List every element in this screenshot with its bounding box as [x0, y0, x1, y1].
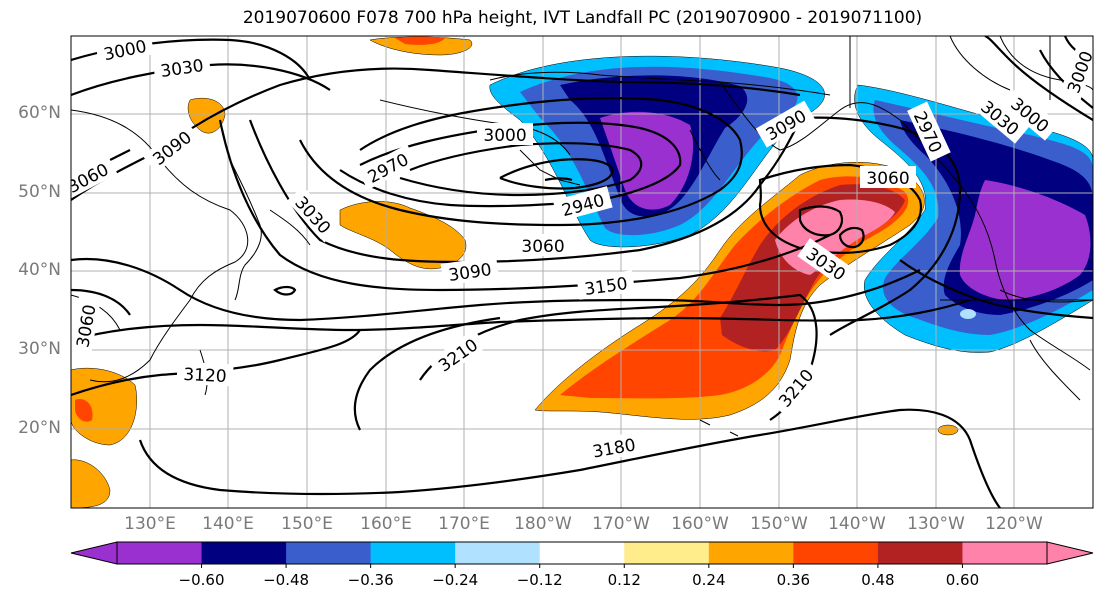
lon-label-130w: 130°W: [907, 514, 965, 534]
map-frame: [70, 35, 1094, 509]
lon-label-180w: 180°W: [514, 514, 572, 534]
colorbar-segment: [455, 542, 541, 564]
fill-pos-west-4-core: [75, 399, 93, 422]
lon-label-140w: 140°W: [828, 514, 886, 534]
negative-anomaly-fill: [489, 55, 1093, 353]
colorbar-tick-label: 0.24: [692, 571, 726, 589]
lon-label-160e: 160°E: [360, 514, 412, 534]
colorbar-tick-label: 0.60: [945, 571, 980, 589]
positive-anomaly-fill: [71, 36, 959, 508]
lat-label-20n: 20°N: [18, 418, 61, 438]
lon-label-150w: 150°W: [750, 514, 808, 534]
colorbar-segment: [793, 542, 879, 564]
colorbar-segment: [877, 542, 963, 564]
colorbar-tick-label: −0.12: [516, 571, 563, 589]
fill-pos-west-2-core: [395, 36, 445, 45]
lon-label-150e: 150°E: [281, 514, 333, 534]
colorbar-segment: [370, 542, 456, 564]
lat-label-40n: 40°N: [18, 260, 61, 280]
colorbar-tick-label: −0.48: [263, 571, 310, 589]
colorbar-segment: [708, 542, 794, 564]
fill-pos-west-4: [71, 367, 137, 446]
colorbar-outline: [116, 541, 1048, 565]
colorbar-tick-label: 0.12: [607, 571, 641, 589]
colorbar-segment: [539, 542, 625, 564]
contour-label: 3000: [483, 126, 526, 146]
lat-label-30n: 30°N: [18, 339, 61, 359]
contour-label: 3060: [866, 169, 909, 189]
colorbar-tick-label: 0.36: [776, 571, 811, 589]
colorbar-tick-label: −0.24: [432, 571, 479, 589]
colorbar-tick-label: 0.48: [861, 571, 895, 589]
lon-label-170w: 170°W: [592, 514, 650, 534]
map-area: 3000 3030 3090 3060 3000 2970 2940 3030 …: [71, 36, 1093, 508]
colorbar-extend-min: [70, 541, 118, 565]
fill-pos-west-1: [339, 201, 467, 270]
lon-label-140e: 140°E: [202, 514, 254, 534]
lat-label-60n: 60°N: [18, 103, 61, 123]
lat-label-50n: 50°N: [18, 182, 61, 202]
colorbar: [70, 541, 1094, 568]
lon-label-160w: 160°W: [671, 514, 729, 534]
colorbar-segment: [624, 542, 710, 564]
lon-label-170e: 170°E: [438, 514, 490, 534]
colorbar-segment: [286, 542, 372, 564]
colorbar-segment: [962, 542, 1048, 564]
colorbar-segment: [117, 542, 203, 564]
map-title: 2019070600 F078 700 hPa height, IVT Land…: [242, 8, 923, 28]
fill-neg-060-east: [959, 180, 1091, 300]
lon-label-120w: 120°W: [985, 514, 1043, 534]
lon-label-130e: 130°E: [124, 514, 176, 534]
colorbar-extend-max: [1046, 541, 1094, 565]
height-contours: [71, 36, 1093, 508]
contour-label: 3120: [183, 365, 227, 387]
colorbar-segment: [201, 542, 287, 564]
colorbar-tick-label: −0.60: [178, 571, 225, 589]
fill-neg-060: [600, 111, 694, 210]
colorbar-tick-label: −0.36: [347, 571, 394, 589]
contour-label: 3060: [521, 237, 564, 257]
